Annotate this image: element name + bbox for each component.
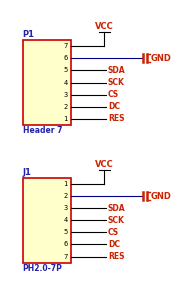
Text: 3: 3	[64, 205, 68, 211]
Text: 7: 7	[64, 253, 68, 259]
Text: 7: 7	[64, 43, 68, 49]
Text: SCK: SCK	[108, 78, 125, 87]
Text: 3: 3	[64, 92, 68, 98]
Text: VCC: VCC	[95, 22, 114, 31]
Text: DC: DC	[108, 240, 120, 249]
Text: 4: 4	[64, 217, 68, 223]
Text: 5: 5	[64, 67, 68, 73]
Text: CS: CS	[108, 90, 119, 99]
FancyBboxPatch shape	[23, 178, 71, 263]
Text: RES: RES	[108, 252, 124, 261]
Text: SDA: SDA	[108, 204, 125, 213]
Text: 1: 1	[64, 116, 68, 122]
Text: J1: J1	[23, 168, 31, 177]
Text: Header 7: Header 7	[23, 126, 62, 135]
Text: 6: 6	[64, 241, 68, 247]
Text: CS: CS	[108, 228, 119, 237]
Text: 6: 6	[64, 55, 68, 61]
FancyBboxPatch shape	[23, 40, 71, 125]
Text: 5: 5	[64, 229, 68, 235]
Text: 2: 2	[64, 104, 68, 110]
Text: 1: 1	[64, 181, 68, 187]
Text: GND: GND	[151, 54, 171, 63]
Text: P1: P1	[23, 30, 35, 39]
Text: 4: 4	[64, 79, 68, 86]
Text: SDA: SDA	[108, 66, 125, 75]
Text: RES: RES	[108, 114, 124, 123]
Text: PH2.0-7P: PH2.0-7P	[23, 264, 62, 273]
Text: GND: GND	[151, 192, 171, 201]
Text: SCK: SCK	[108, 216, 125, 225]
Text: 2: 2	[64, 193, 68, 199]
Text: VCC: VCC	[95, 160, 114, 169]
Text: DC: DC	[108, 102, 120, 111]
